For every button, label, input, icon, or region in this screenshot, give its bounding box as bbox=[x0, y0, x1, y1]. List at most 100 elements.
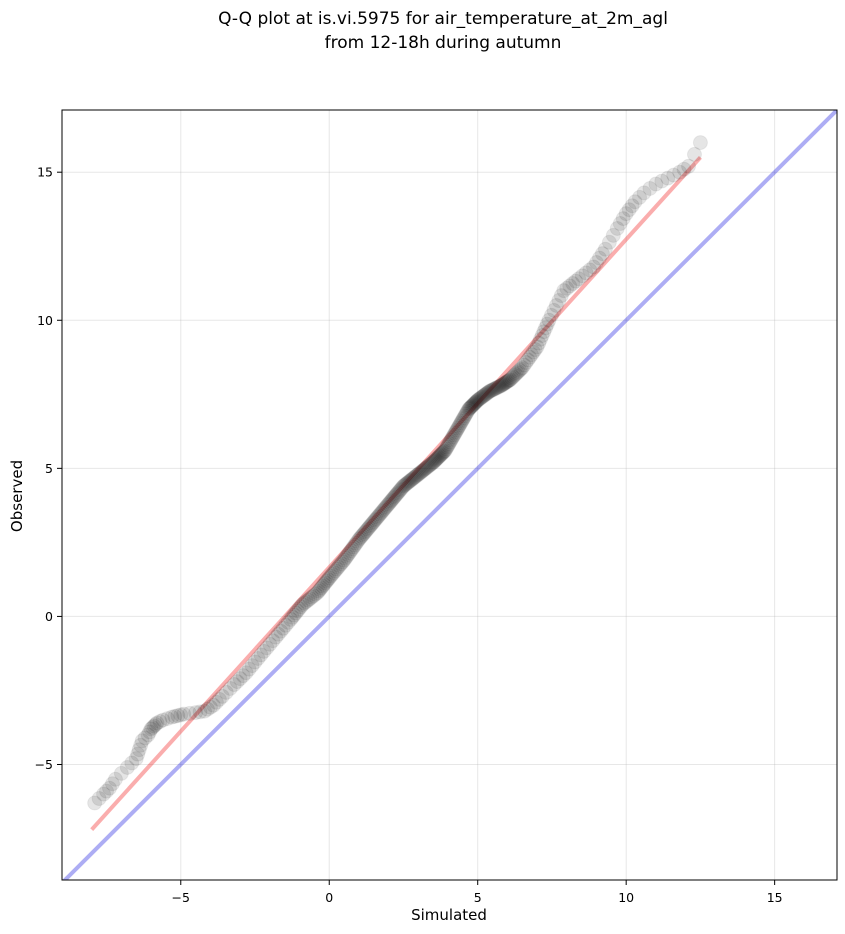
quantile-point bbox=[298, 594, 314, 610]
quantile-point bbox=[253, 647, 269, 663]
quantile-point bbox=[327, 563, 343, 579]
quantile-point bbox=[524, 347, 540, 363]
quantile-point bbox=[582, 262, 598, 278]
quantile-point bbox=[315, 578, 331, 594]
quantile-point bbox=[278, 617, 294, 633]
quantile-point bbox=[348, 535, 364, 551]
quantile-point bbox=[197, 703, 213, 719]
quantile-point bbox=[532, 331, 548, 347]
quantile-point bbox=[536, 324, 552, 340]
quantile-point bbox=[462, 400, 478, 415]
quantile-point bbox=[654, 173, 670, 189]
quantile-point bbox=[441, 436, 457, 452]
quantile-point bbox=[389, 486, 405, 502]
quantile-point bbox=[268, 629, 284, 645]
quantile-point bbox=[423, 456, 439, 472]
quantile-point bbox=[357, 524, 373, 540]
quantile-point bbox=[497, 375, 513, 391]
quantile-point bbox=[411, 465, 427, 481]
quantile-point bbox=[551, 293, 567, 309]
quantile-point bbox=[471, 391, 487, 407]
quantile-point bbox=[529, 339, 545, 355]
quantile-point bbox=[140, 727, 156, 743]
quantile-point bbox=[418, 460, 434, 476]
x-tick-label: 5 bbox=[474, 890, 482, 905]
quantile-point bbox=[365, 515, 381, 531]
quantile-point bbox=[124, 755, 140, 771]
quantile-point bbox=[466, 395, 482, 411]
quantile-point bbox=[232, 671, 248, 687]
quantile-point bbox=[534, 328, 550, 343]
quantile-point bbox=[499, 373, 515, 389]
quantile-point bbox=[143, 721, 159, 737]
quantile-point bbox=[91, 791, 107, 807]
quantile-point bbox=[672, 164, 688, 180]
quantile-point bbox=[182, 705, 198, 721]
quantile-point bbox=[621, 202, 637, 218]
quantile-point bbox=[374, 503, 390, 519]
quantile-point bbox=[275, 620, 291, 636]
quantile-point bbox=[164, 709, 180, 725]
quantile-point bbox=[321, 570, 337, 586]
quantile-point bbox=[458, 406, 474, 422]
quantile-point bbox=[451, 418, 467, 434]
quantile-point bbox=[481, 384, 497, 400]
quantile-point bbox=[373, 505, 389, 521]
x-tick-label: 15 bbox=[767, 890, 783, 905]
quantile-point bbox=[436, 443, 452, 459]
quantile-point bbox=[426, 454, 442, 470]
quantile-point bbox=[113, 765, 129, 781]
quantile-point bbox=[401, 474, 417, 490]
quantile-point bbox=[341, 545, 357, 561]
quantile-point bbox=[148, 717, 164, 733]
quantile-point bbox=[450, 420, 466, 436]
quantile-point bbox=[489, 380, 505, 396]
quantile-point bbox=[627, 194, 643, 210]
quantile-point bbox=[477, 387, 493, 403]
quantile-point bbox=[609, 220, 625, 236]
quantile-point bbox=[501, 372, 517, 388]
quantile-point bbox=[539, 316, 555, 332]
quantile-point bbox=[381, 496, 397, 512]
quantile-point bbox=[553, 288, 569, 304]
quantile-point bbox=[241, 661, 257, 677]
quantile-point bbox=[442, 434, 458, 450]
quantile-point bbox=[320, 572, 336, 588]
quantile-point bbox=[453, 415, 469, 431]
quantile-point bbox=[473, 390, 489, 406]
fit-line-path bbox=[90, 156, 702, 831]
quantile-point bbox=[660, 170, 676, 186]
quantile-point bbox=[211, 691, 227, 707]
quantile-point bbox=[486, 381, 502, 397]
quantile-point bbox=[247, 654, 263, 670]
quantile-point bbox=[286, 607, 302, 623]
quantile-point bbox=[350, 533, 366, 549]
quantile-point bbox=[465, 397, 481, 413]
quantile-point bbox=[218, 684, 234, 700]
quantile-point bbox=[681, 158, 697, 174]
quantile-point bbox=[391, 484, 407, 500]
quantile-point bbox=[393, 481, 409, 497]
quantile-point bbox=[484, 382, 500, 398]
quantile-point bbox=[493, 377, 509, 393]
x-axis-label: Simulated bbox=[411, 906, 487, 924]
quantile-point bbox=[520, 352, 536, 368]
x-tick-label: 0 bbox=[325, 890, 333, 905]
quantile-point bbox=[208, 694, 224, 710]
quantile-point bbox=[605, 227, 621, 243]
quantile-point bbox=[199, 701, 215, 717]
quantile-point bbox=[142, 724, 158, 740]
quantile-point bbox=[343, 543, 359, 559]
quantile-point bbox=[293, 599, 309, 615]
quantile-point bbox=[335, 554, 351, 570]
quantile-point bbox=[425, 454, 441, 470]
quantile-point bbox=[107, 771, 123, 787]
quantile-point bbox=[119, 759, 135, 775]
quantile-point bbox=[312, 581, 328, 597]
y-tick-label: 15 bbox=[37, 165, 53, 180]
quantile-point bbox=[591, 250, 607, 266]
quantile-point bbox=[466, 396, 482, 412]
quantile-point bbox=[394, 479, 410, 495]
quantile-point bbox=[601, 234, 617, 250]
quantile-point bbox=[385, 490, 401, 506]
